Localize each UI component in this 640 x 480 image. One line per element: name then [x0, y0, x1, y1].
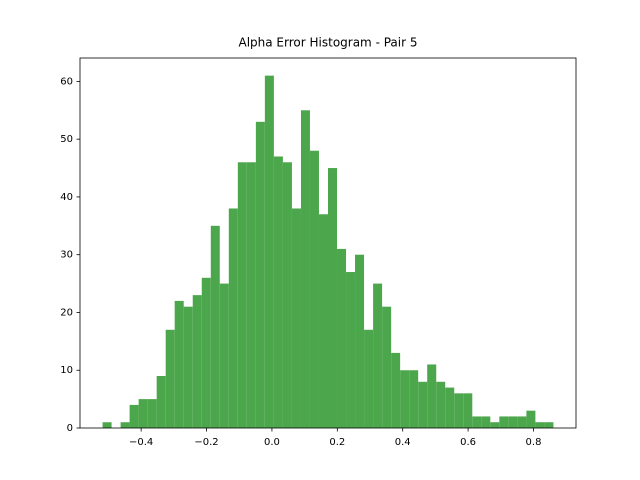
- bar: [219, 283, 229, 428]
- bar: [264, 75, 274, 428]
- y-tick-label: 20: [60, 307, 73, 318]
- y-tick-label: 10: [60, 365, 73, 376]
- y-tick-label: 40: [60, 192, 73, 203]
- bar: [481, 416, 491, 428]
- bar: [382, 306, 392, 428]
- bar: [400, 370, 410, 428]
- bar: [535, 422, 545, 428]
- x-tick-label: 0.8: [526, 437, 542, 448]
- y-tick-label: 30: [60, 250, 73, 261]
- bar: [373, 283, 383, 428]
- bar: [463, 393, 473, 428]
- bar: [436, 381, 446, 428]
- bar: [427, 364, 437, 428]
- bar: [364, 329, 374, 428]
- bar: [418, 381, 428, 428]
- bar: [138, 399, 148, 428]
- bar: [445, 387, 455, 428]
- y-tick-label: 60: [60, 76, 73, 87]
- bar: [355, 254, 365, 428]
- bar: [508, 416, 518, 428]
- bar: [337, 248, 347, 428]
- bar: [328, 168, 338, 428]
- bar: [165, 329, 175, 428]
- bar: [174, 300, 184, 428]
- x-tick-label: 0.2: [329, 437, 345, 448]
- bar: [526, 410, 536, 428]
- bar: [309, 150, 319, 429]
- bar: [246, 162, 256, 429]
- bar: [273, 156, 283, 429]
- x-tick-label: 0.0: [264, 437, 280, 448]
- y-tick-label: 0: [67, 423, 73, 434]
- x-tick-label: −0.4: [129, 437, 153, 448]
- bar: [255, 121, 265, 428]
- bar: [472, 416, 482, 428]
- bar: [499, 416, 509, 428]
- bar: [544, 422, 554, 428]
- bar: [228, 208, 238, 428]
- y-tick-label: 50: [60, 134, 73, 145]
- bar: [454, 393, 464, 428]
- plot-frame: [79, 57, 577, 429]
- bar: [120, 422, 130, 428]
- x-tick-label: 0.4: [395, 437, 411, 448]
- bar: [201, 277, 211, 428]
- bar: [147, 399, 157, 428]
- bar: [318, 214, 328, 428]
- bar: [237, 162, 247, 429]
- bar: [183, 306, 193, 428]
- bar: [102, 422, 112, 428]
- bar: [156, 376, 166, 428]
- chart-title: Alpha Error Histogram - Pair 5: [239, 36, 418, 50]
- bar: [409, 370, 419, 428]
- bar: [192, 295, 202, 428]
- bar: [291, 208, 301, 428]
- x-tick-label: −0.2: [194, 437, 218, 448]
- bar: [346, 272, 356, 428]
- bar: [391, 352, 401, 428]
- x-tick-label: 0.6: [460, 437, 476, 448]
- bar: [300, 110, 310, 428]
- bar: [517, 416, 527, 428]
- bar: [210, 225, 220, 428]
- bar: [129, 404, 139, 428]
- bar: [282, 162, 292, 429]
- bar: [490, 422, 500, 428]
